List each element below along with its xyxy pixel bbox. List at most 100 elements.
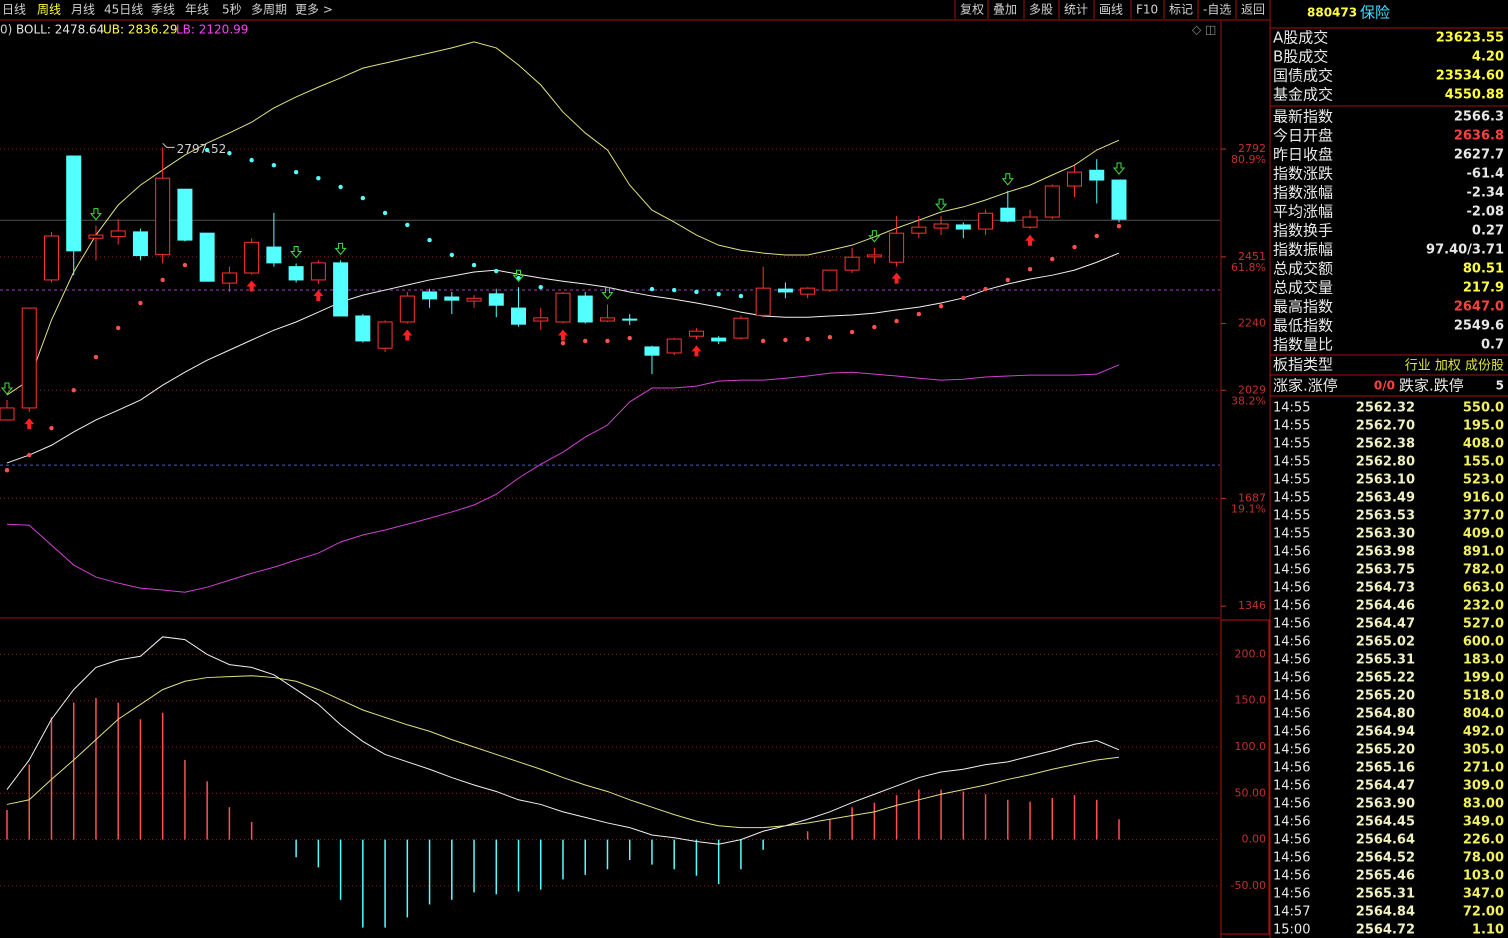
- tool-button[interactable]: F10: [1136, 3, 1158, 17]
- tick-price: 2565.46: [1356, 869, 1415, 884]
- sar-dot: [382, 210, 388, 216]
- y-tick-label: 200.0: [1235, 647, 1267, 660]
- tick-volume: 199.0: [1463, 671, 1504, 686]
- stat-value: 2627.7: [1454, 148, 1504, 163]
- tick-time: 14:55: [1273, 491, 1310, 506]
- candle-body: [355, 315, 371, 342]
- tick-time: 14:56: [1273, 545, 1310, 560]
- period-tab[interactable]: 45日线: [104, 3, 143, 17]
- stat-label: 昨日收盘: [1273, 146, 1333, 164]
- candle-body: [889, 232, 905, 263]
- stat-value: 2566.3: [1454, 110, 1504, 125]
- candle-body: [333, 262, 349, 317]
- tick-volume: 663.0: [1463, 581, 1504, 596]
- macd-axis-box: [1220, 619, 1270, 935]
- candle-body: [755, 287, 771, 316]
- buy-signal: [691, 345, 702, 357]
- tool-button[interactable]: 统计: [1064, 3, 1088, 17]
- tick-volume: 271.0: [1463, 761, 1504, 776]
- period-tab[interactable]: 月线: [71, 3, 95, 17]
- tool-button[interactable]: 画线: [1099, 3, 1123, 17]
- indicator-readout: UB: 2836.29: [103, 23, 178, 37]
- period-tab[interactable]: 周线: [37, 3, 61, 17]
- period-tab[interactable]: 多周期: [251, 3, 287, 17]
- tick-volume: 103.0: [1463, 869, 1504, 884]
- sar-dot: [849, 329, 855, 335]
- sar-dot: [805, 336, 810, 342]
- stat-value: 2549.6: [1454, 319, 1504, 334]
- stat-label: 指数振幅: [1273, 241, 1333, 259]
- stat-label: 总成交量: [1273, 279, 1333, 297]
- window-icons[interactable]: ◇ ◫: [1192, 23, 1216, 37]
- y-tick-label: 50.00: [1235, 786, 1267, 799]
- tick-time: 14:56: [1273, 725, 1310, 740]
- sar-dot: [471, 262, 477, 268]
- tick-volume: 523.0: [1463, 473, 1504, 488]
- tick-price: 2563.90: [1356, 797, 1415, 812]
- y-tick-label: 1687: [1238, 491, 1266, 504]
- tick-time: 14:56: [1273, 707, 1310, 722]
- breadth-label: 跌家.跌停: [1399, 377, 1464, 395]
- period-tab[interactable]: 更多 >: [295, 3, 333, 17]
- tool-button[interactable]: -自选: [1203, 3, 1231, 17]
- tick-time: 14:56: [1273, 869, 1310, 884]
- tick-price: 2564.45: [1356, 815, 1415, 830]
- tool-button[interactable]: 复权: [960, 3, 984, 17]
- candle-body: [132, 231, 148, 257]
- tick-price: 2563.98: [1356, 545, 1415, 560]
- stat-value: -2.08: [1467, 205, 1504, 220]
- y-tick-label: 2792: [1238, 142, 1266, 155]
- tick-volume: 349.0: [1463, 815, 1504, 830]
- sell-signal: [334, 242, 347, 256]
- max-pointer: [162, 142, 175, 148]
- period-tab[interactable]: 日线: [2, 3, 26, 17]
- candle-body: [43, 235, 59, 281]
- stat-label: 指数换手: [1273, 222, 1333, 240]
- boll-lower: [6, 364, 1120, 593]
- stat-value: 4550.88: [1445, 88, 1504, 103]
- tick-time: 14:56: [1273, 653, 1310, 668]
- tick-volume: 916.0: [1463, 491, 1504, 506]
- period-tab[interactable]: 5秒: [222, 3, 242, 17]
- quote-name: 保险: [1360, 4, 1390, 22]
- tick-volume: 492.0: [1463, 725, 1504, 740]
- sar-dot: [605, 338, 610, 344]
- tick-price: 2563.75: [1356, 563, 1415, 578]
- period-tab[interactable]: 年线: [185, 3, 209, 17]
- tool-button[interactable]: 叠加: [993, 3, 1017, 17]
- sar-dot: [760, 338, 766, 344]
- tick-volume: 226.0: [1463, 833, 1504, 848]
- period-tab[interactable]: 季线: [151, 3, 175, 17]
- indicator-readout: 0): [0, 23, 12, 37]
- candle-body: [844, 256, 860, 271]
- sar-dot: [783, 337, 788, 343]
- candle-body: [1111, 179, 1127, 220]
- stat-label: 总成交额: [1273, 260, 1333, 278]
- tool-button[interactable]: 返回: [1241, 3, 1265, 17]
- buy-signal: [24, 418, 35, 430]
- sar-dot: [71, 388, 76, 393]
- tick-price: 2562.32: [1356, 401, 1415, 416]
- candle-body: [155, 177, 171, 256]
- sell-signal: [601, 287, 614, 300]
- stat-value: 0.7: [1481, 338, 1504, 353]
- stat-label: 今日开盘: [1273, 127, 1333, 145]
- candle-body: [1044, 185, 1060, 218]
- macd-dea: [6, 675, 1120, 829]
- stat-label: 国债成交: [1273, 67, 1333, 85]
- tick-time: 14:56: [1273, 671, 1310, 686]
- sar-dot: [249, 157, 254, 163]
- tick-volume: 782.0: [1463, 563, 1504, 578]
- candle-body: [466, 297, 482, 302]
- breadth-label: 涨家.涨停: [1273, 377, 1338, 395]
- tool-button[interactable]: 标记: [1169, 3, 1193, 17]
- sar-dot: [938, 303, 944, 309]
- y-tick-pct: 61.8%: [1231, 261, 1266, 274]
- candle-body: [221, 272, 237, 284]
- tool-button[interactable]: 多股: [1029, 3, 1053, 17]
- stat-value: 0.27: [1472, 224, 1504, 239]
- tick-volume: 804.0: [1463, 707, 1504, 722]
- sar-dot: [160, 277, 165, 283]
- candle-body: [1022, 216, 1038, 228]
- candle-body: [822, 269, 838, 291]
